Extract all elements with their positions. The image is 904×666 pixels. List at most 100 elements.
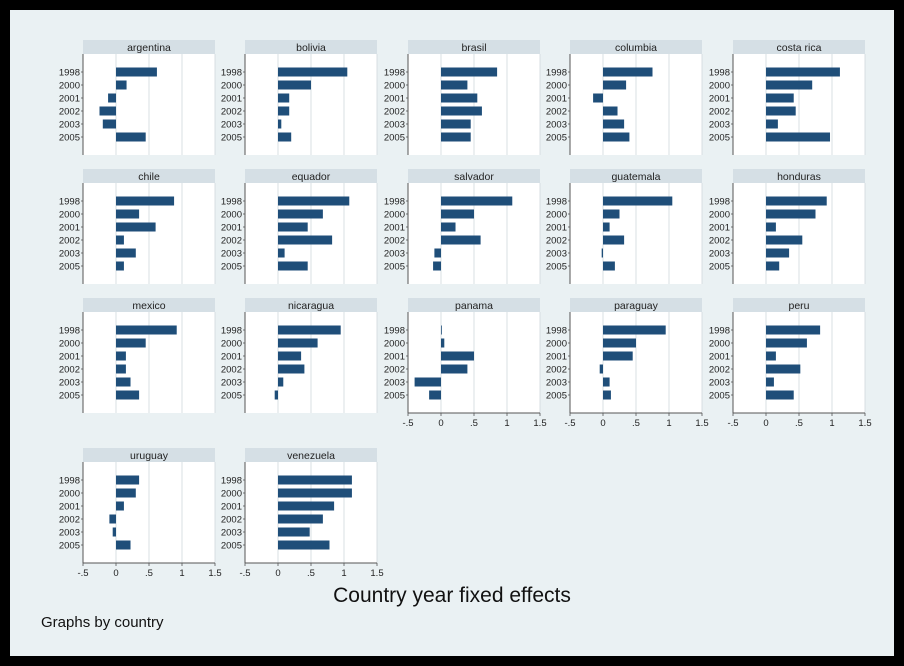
x-tick-label: -.5 [564, 418, 575, 429]
panel-title: bolivia [296, 42, 326, 54]
bar [603, 67, 653, 77]
panel-title: honduras [777, 171, 821, 183]
x-tick-label: .5 [795, 418, 803, 429]
category-label: 2001 [59, 352, 80, 363]
category-label: 2005 [709, 262, 730, 273]
category-label: 2001 [221, 223, 242, 234]
x-tick-label: 0 [275, 568, 280, 579]
category-label: 2005 [384, 133, 405, 144]
bar [441, 325, 442, 335]
bar [278, 132, 292, 142]
category-label: 2005 [709, 391, 730, 402]
bar [278, 119, 282, 129]
bar [109, 514, 116, 524]
bar [433, 261, 441, 271]
panel-header [245, 448, 377, 462]
bar [278, 527, 310, 537]
bar [441, 222, 456, 232]
category-label: 2000 [709, 339, 730, 350]
bar [766, 364, 801, 374]
bar [441, 209, 474, 219]
category-label: 2003 [384, 249, 405, 260]
category-label: 2002 [709, 365, 730, 376]
x-tick-label: 1 [829, 418, 834, 429]
x-tick-label: 1.5 [858, 418, 871, 429]
category-label: 1998 [546, 197, 567, 208]
category-label: 2003 [384, 378, 405, 389]
category-label: 1998 [709, 68, 730, 79]
bar [441, 106, 482, 116]
x-tick-label: 1.5 [370, 568, 383, 579]
x-tick-label: 1 [179, 568, 184, 579]
bar [766, 235, 803, 245]
category-label: 2003 [546, 378, 567, 389]
bar [766, 351, 776, 361]
category-label: 2003 [59, 378, 80, 389]
bar [278, 209, 323, 219]
bar [414, 377, 441, 387]
category-label: 2000 [546, 339, 567, 350]
x-tick-label: .5 [307, 568, 315, 579]
category-label: 2001 [546, 352, 567, 363]
category-label: 2002 [221, 365, 242, 376]
bar [603, 80, 627, 90]
category-label: 2000 [384, 81, 405, 92]
category-label: 1998 [59, 326, 80, 337]
bar [278, 235, 333, 245]
x-tick-label: 1.5 [533, 418, 546, 429]
category-label: 2003 [709, 249, 730, 260]
bar [116, 209, 140, 219]
category-label: 2001 [59, 223, 80, 234]
category-label: 2005 [59, 262, 80, 273]
panel-uruguay: uruguay 1998 2000 2001 2002 2003 2005 -.5 0 .5 1 1.… [59, 448, 222, 579]
bar [116, 235, 124, 245]
bar [603, 106, 618, 116]
category-label: 1998 [221, 68, 242, 79]
category-label: 2000 [221, 210, 242, 221]
panel-title: costa rica [777, 42, 822, 54]
category-label: 2003 [546, 249, 567, 260]
category-label: 2002 [384, 107, 405, 118]
category-label: 2001 [546, 223, 567, 234]
bar [603, 351, 633, 361]
category-label: 2005 [221, 391, 242, 402]
category-label: 2000 [59, 339, 80, 350]
category-label: 2003 [221, 120, 242, 131]
category-label: 1998 [384, 326, 405, 337]
bar [278, 514, 323, 524]
bar [278, 351, 302, 361]
panel-header [83, 448, 215, 462]
category-label: 2005 [546, 133, 567, 144]
category-label: 1998 [59, 476, 80, 487]
bar [766, 67, 840, 77]
panel-salvador: salvador 1998 2000 2001 2002 2003 2005 [384, 169, 541, 284]
category-label: 2003 [59, 120, 80, 131]
category-label: 2000 [384, 339, 405, 350]
bar [116, 261, 124, 271]
x-tick-label: -.5 [727, 418, 738, 429]
category-label: 2000 [546, 210, 567, 221]
bar [116, 390, 140, 400]
bar [766, 196, 827, 206]
bar [441, 80, 468, 90]
category-label: 2003 [709, 120, 730, 131]
bar [766, 222, 776, 232]
category-label: 2001 [221, 352, 242, 363]
panel-equador: equador 1998 2000 2001 2002 2003 2005 [221, 169, 378, 284]
x-tick-label: 0 [113, 568, 118, 579]
category-label: 2003 [221, 528, 242, 539]
category-label: 2000 [221, 81, 242, 92]
category-label: 1998 [221, 326, 242, 337]
panel-header [733, 40, 865, 54]
bar [766, 325, 821, 335]
category-label: 2002 [546, 107, 567, 118]
panel-header [245, 298, 377, 312]
panel-title: uruguay [130, 450, 169, 462]
bar [278, 377, 284, 387]
category-label: 2002 [384, 236, 405, 247]
bar [116, 540, 131, 550]
panel-title: paraguay [614, 300, 659, 312]
category-label: 2001 [384, 352, 405, 363]
panel-title: peru [788, 300, 809, 312]
bar [441, 93, 478, 103]
